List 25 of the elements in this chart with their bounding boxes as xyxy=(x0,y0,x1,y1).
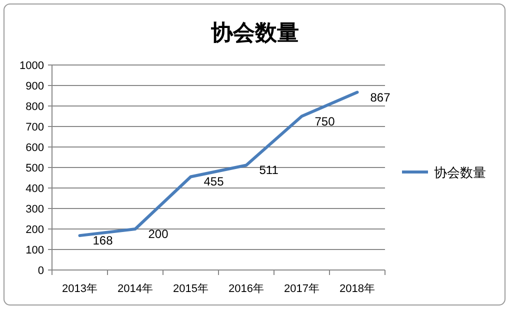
y-tick-label: 0 xyxy=(38,265,44,277)
title: 协会数量 xyxy=(211,20,299,45)
data-label: 511 xyxy=(259,163,279,178)
y-tick-label: 600 xyxy=(26,142,44,154)
x-tick-label: 2013年 xyxy=(62,283,98,295)
y-tick-label: 300 xyxy=(26,204,44,216)
y-tick-label: 100 xyxy=(26,244,44,256)
y-tick-label: 400 xyxy=(26,183,44,195)
y-tick-label: 800 xyxy=(26,101,44,113)
data-label: 455 xyxy=(204,174,224,189)
data-label: 200 xyxy=(148,227,169,241)
y-tick-label: 1000 xyxy=(20,60,44,72)
x-tick-label: 2017年 xyxy=(284,283,320,295)
y-tick-label: 500 xyxy=(26,162,44,174)
y-tick-label: 900 xyxy=(26,80,44,92)
data-label: 750 xyxy=(314,114,336,128)
data-label: 867 xyxy=(370,90,391,104)
x-tick-label: 2014年 xyxy=(118,283,153,295)
y-tick-label: 200 xyxy=(26,224,44,236)
x-tick-label: 2018年 xyxy=(340,283,375,295)
y-tick-label: 700 xyxy=(26,122,44,134)
x-tick-label: 2016年 xyxy=(228,283,264,295)
legend-label: 协会数量 xyxy=(434,165,486,180)
x-tick-label: 2015年 xyxy=(173,283,208,295)
data-label: 168 xyxy=(92,234,114,248)
